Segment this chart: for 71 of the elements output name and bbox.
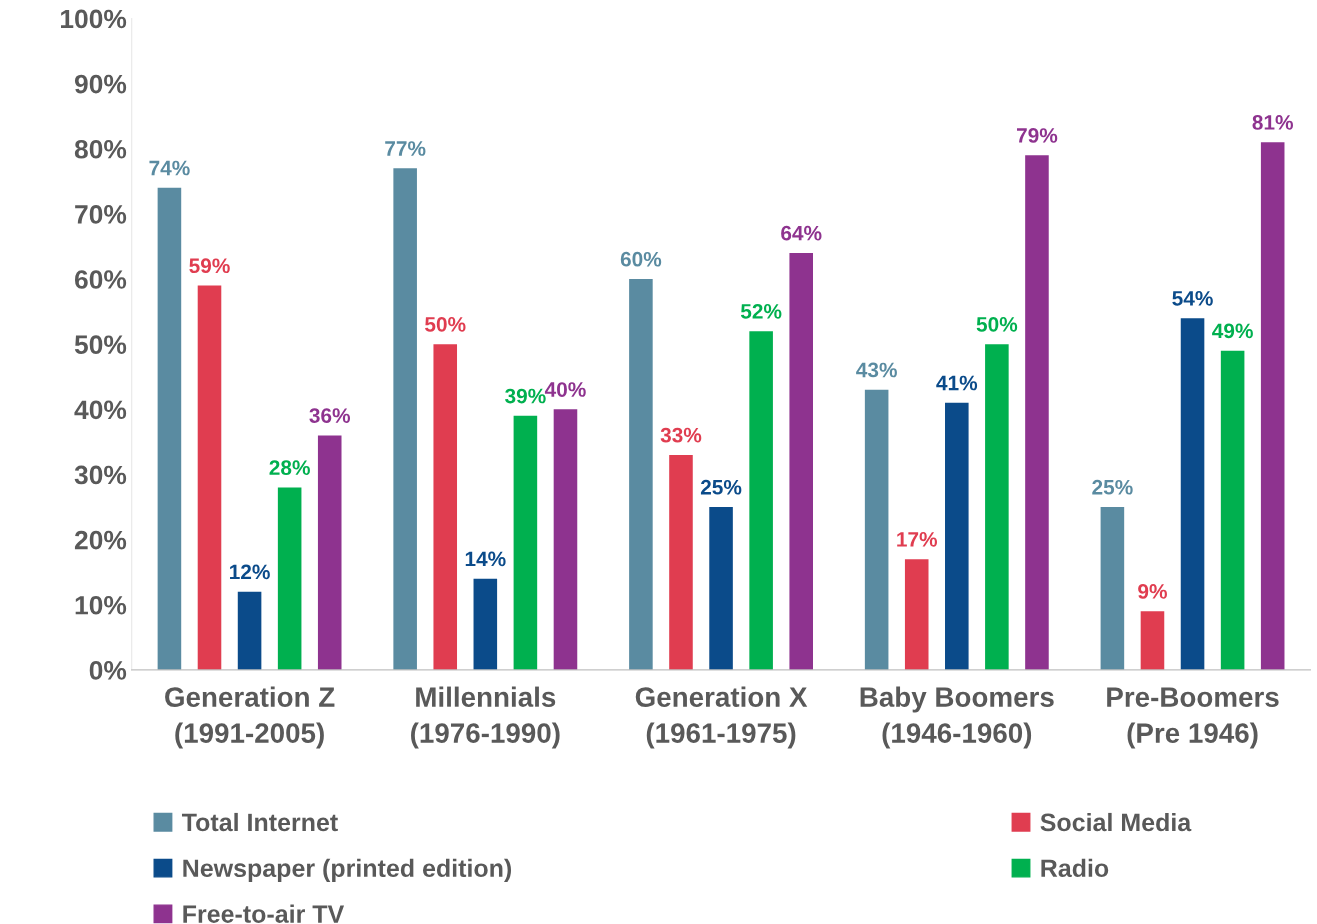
bar [1220, 350, 1245, 670]
data-label: 64% [781, 225, 822, 241]
data-label: 81% [1252, 115, 1293, 130]
data-label: 43% [856, 362, 897, 378]
data-label: 33% [660, 427, 702, 443]
y-tick-label: 80% [74, 139, 127, 159]
legend-label: Social Media [1040, 812, 1192, 832]
bar [473, 578, 498, 670]
x-tick-label: Generation X (1961-1975) [635, 686, 808, 749]
bar [1180, 318, 1205, 670]
data-label: 60% [620, 251, 662, 267]
bar [513, 415, 538, 670]
bar [904, 559, 929, 670]
data-label: 77% [385, 141, 426, 156]
y-tick-label: 0% [89, 661, 127, 680]
bar [709, 507, 733, 670]
bar [237, 591, 262, 670]
legend-label: Free-to-air TV [183, 904, 345, 923]
y-tick-label: 30% [74, 465, 127, 485]
x-tick-label: Pre-Boomers (Pre 1946) [1107, 687, 1279, 749]
bar [197, 285, 222, 670]
data-label: 25% [1092, 479, 1133, 495]
bar [157, 187, 182, 670]
bar [1100, 507, 1125, 670]
bar [629, 279, 653, 670]
bar [1140, 611, 1165, 670]
legend-label: Radio [1041, 858, 1109, 878]
data-label: 12% [230, 564, 270, 580]
y-tick-label: 50% [74, 335, 127, 355]
y-tick-label: 20% [74, 530, 127, 550]
bar [317, 435, 342, 670]
bar [864, 389, 889, 670]
data-label: 50% [425, 316, 466, 332]
data-label: 52% [740, 303, 782, 319]
data-label: 14% [465, 551, 506, 567]
bar [433, 344, 458, 670]
data-label: 36% [309, 408, 351, 423]
y-tick-label: 40% [74, 400, 127, 420]
legend-label: Total Internet [181, 812, 338, 832]
y-tick-label: 10% [75, 595, 127, 615]
y-tick-label: 70% [75, 205, 127, 224]
data-label: 59% [189, 258, 230, 274]
bar [1260, 142, 1285, 670]
bar [393, 168, 417, 670]
bar [945, 402, 969, 670]
bar [985, 344, 1009, 670]
bar [1025, 155, 1049, 670]
legend-label: Newspaper (printed edition) [183, 858, 512, 883]
y-tick-label: 100% [61, 9, 127, 29]
y-tick-label: 60% [74, 270, 127, 289]
x-tick-label: Generation Z (1991-2005) [165, 686, 335, 749]
data-label: 50% [976, 316, 1018, 332]
data-label: 39% [505, 388, 546, 404]
bar [749, 331, 773, 670]
data-label: 17% [897, 532, 938, 547]
data-label: 54% [1172, 290, 1213, 306]
y-tick-label: 90% [74, 74, 127, 94]
data-label: 79% [1017, 128, 1058, 143]
data-label: 74% [149, 160, 190, 176]
data-label: 49% [1212, 323, 1253, 339]
data-label: 25% [700, 479, 742, 495]
data-label: 9% [1138, 584, 1167, 599]
bar [553, 409, 578, 670]
bar [669, 454, 693, 670]
x-tick-label: Millennials (1976-1990) [411, 686, 560, 749]
x-tick-label: Baby Boomers (1946-1960) [860, 686, 1054, 749]
bar [789, 252, 813, 670]
data-label: 40% [544, 382, 586, 397]
data-label: 28% [269, 460, 310, 476]
data-label: 41% [936, 375, 978, 391]
bar [277, 487, 302, 670]
